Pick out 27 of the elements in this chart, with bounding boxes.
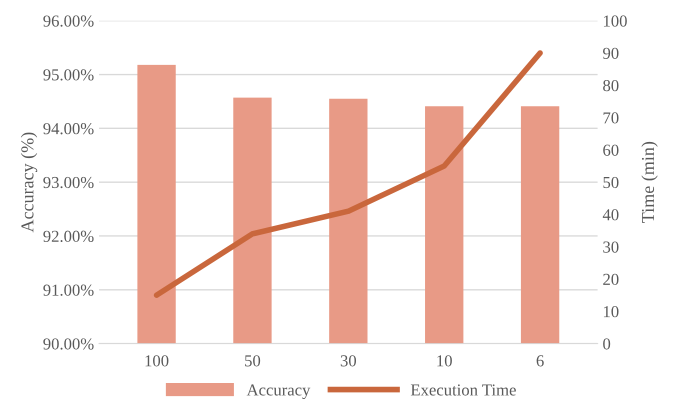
y2-tick-label: 80 [603,80,619,92]
y2-axis-title: Time (min) [641,142,658,223]
y-tick-label: 93.00% [43,176,94,188]
y-tick-label: 90.00% [43,338,94,350]
legend-label: Accuracy [246,384,310,399]
y2-tick-label: 50 [603,176,619,188]
y2-tick-label: 30 [603,241,619,253]
x-tick-label: 50 [245,355,260,366]
y-axis-title: Accuracy (%) [20,132,38,232]
y-tick-label: 95.00% [43,69,94,81]
legend-label: Execution Time [410,384,516,396]
y2-tick-label: 40 [602,209,619,220]
y-tick-label: 94.00% [43,123,94,134]
x-tick-label: 100 [146,355,168,366]
y2-tick-label: 10 [604,306,619,318]
y-tick-label: 96.00% [43,15,94,27]
y2-tick-label: 100 [604,15,627,27]
y2-tick-label: 90 [603,48,619,59]
y2-tick-label: 20 [603,274,619,285]
y2-tick-label: 70 [604,112,619,124]
x-tick-label: 30 [340,355,356,366]
y-tick-label: 91.00% [43,284,94,296]
x-tick-label: 6 [536,355,544,366]
y2-tick-label: 0 [603,338,610,350]
y2-tick-label: 60 [603,144,619,156]
y-tick-label: 92.00% [43,230,94,242]
x-tick-label: 10 [437,355,452,366]
